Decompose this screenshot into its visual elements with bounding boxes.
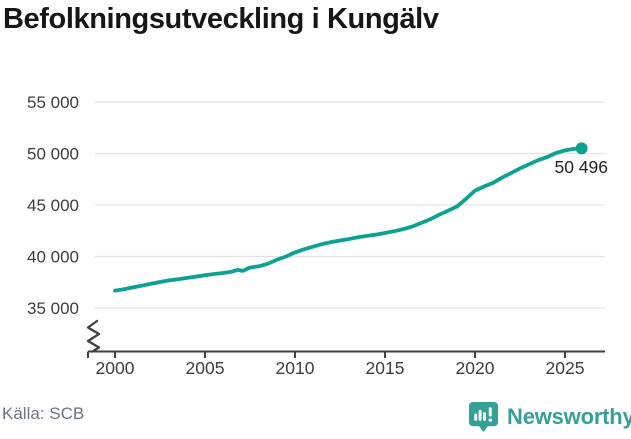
population-line — [113, 146, 584, 293]
y-axis-tick-label: 45 000 — [27, 196, 79, 215]
y-axis-tick-label: 50 000 — [27, 145, 79, 164]
source-credit: Källa: SCB — [2, 404, 85, 423]
x-axis-tick-label: 2005 — [186, 358, 225, 378]
x-axis-tick-label: 2000 — [96, 358, 135, 378]
page-title: Befolkningsutveckling i Kungälv — [3, 3, 439, 35]
y-axis-tick-label: 55 000 — [27, 93, 79, 112]
x-axis-tick-label: 2010 — [276, 358, 315, 378]
newsworthy-logo-text: Newsworthy — [507, 403, 631, 429]
newsworthy-logo: Newsworthy — [468, 400, 631, 433]
y-axis-break-icon — [86, 319, 101, 353]
x-axis-tick-label: 2025 — [546, 358, 585, 378]
x-axis-tick-label: 2015 — [366, 358, 405, 378]
end-point-marker — [575, 142, 588, 155]
footer: Källa: SCB Newsworthy — [0, 398, 631, 439]
x-axis-tick-label: 2020 — [456, 358, 495, 378]
newsworthy-logo-icon — [468, 401, 499, 432]
end-value-label: 50 496 — [554, 157, 608, 177]
y-axis-tick-label: 35 000 — [27, 299, 79, 318]
population-line-chart: 55 000 50 000 45 000 40 000 35 000 2000 2005 20… — [27, 93, 608, 378]
y-axis-tick-label: 40 000 — [27, 248, 79, 267]
